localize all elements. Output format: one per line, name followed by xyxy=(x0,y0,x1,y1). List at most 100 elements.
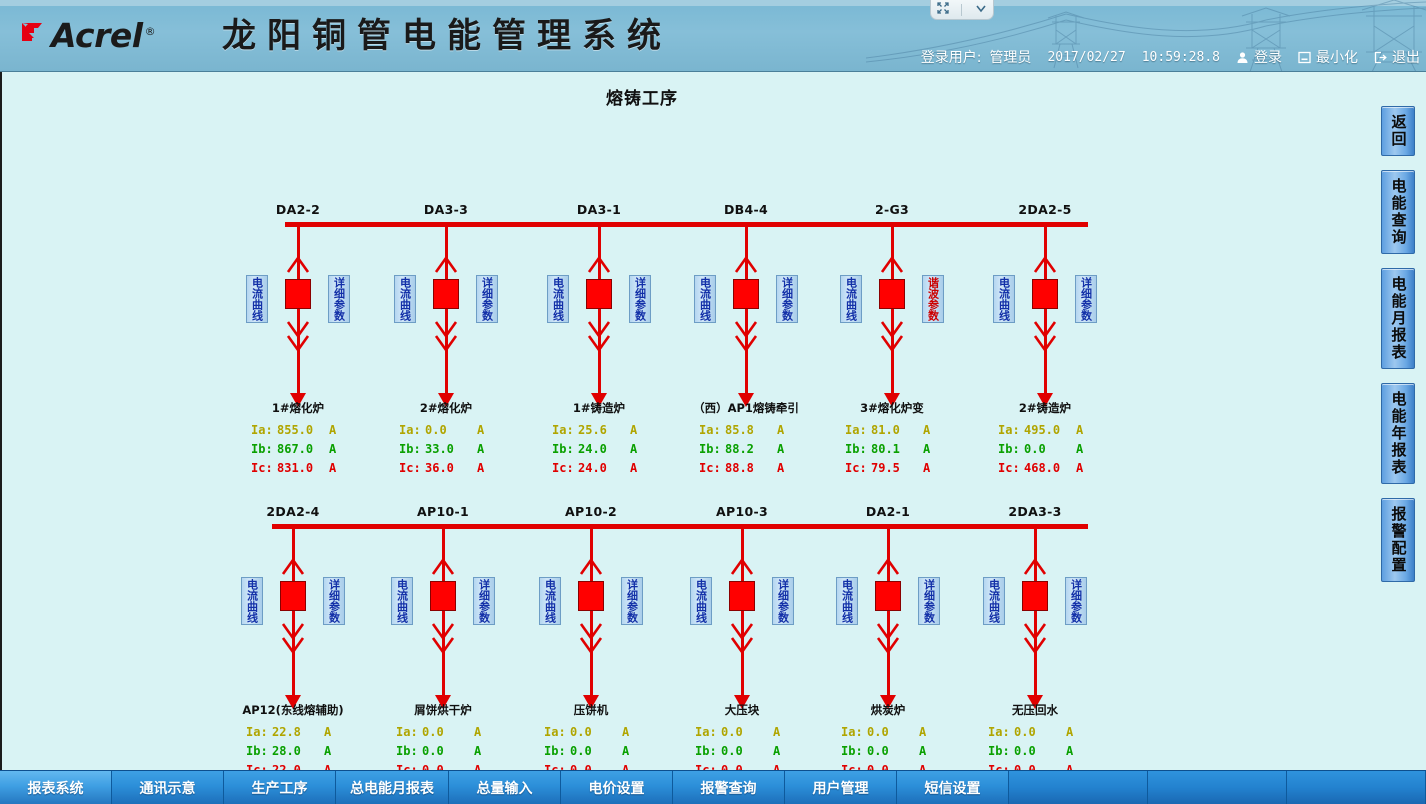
phase-c-value: 468.0 xyxy=(1024,461,1061,475)
tab-6[interactable]: 报警查询 xyxy=(673,771,785,804)
phase-a-label: Ia: xyxy=(552,423,574,437)
sidebar-button-energy-monthly-report[interactable]: 电能月报表 xyxy=(1381,268,1415,369)
phase-b-reading: Ib: 0.0 A xyxy=(506,742,676,761)
feeder-chevron-down-icon xyxy=(587,335,611,353)
current-curve-button[interactable]: 电流曲线 xyxy=(241,577,263,625)
exit-button[interactable]: 退出 xyxy=(1374,47,1420,67)
fullscreen-icon[interactable] xyxy=(937,1,949,19)
tab-label: 总电能月报表 xyxy=(350,780,434,797)
detail-params-button[interactable]: 详细参数 xyxy=(473,577,495,625)
circuit-breaker[interactable] xyxy=(879,279,905,309)
phase-a-value: 85.8 xyxy=(725,423,754,437)
phase-a-reading: Ia: 0.0 A xyxy=(361,421,531,440)
circuit-breaker[interactable] xyxy=(280,581,306,611)
phase-a-value: 81.0 xyxy=(871,423,900,437)
circuit-breaker[interactable] xyxy=(1032,279,1058,309)
detail-params-button[interactable]: 详细参数 xyxy=(1075,275,1097,323)
feeder-arrowhead-icon xyxy=(1037,393,1053,407)
sidebar-button-back[interactable]: 返回 xyxy=(1381,106,1415,156)
minimize-button[interactable]: 最小化 xyxy=(1298,47,1358,67)
phase-b-unit: A xyxy=(474,744,482,758)
login-button[interactable]: 登录 xyxy=(1236,47,1282,67)
feeder-conductor xyxy=(442,527,445,697)
busbar-label: DA2-1 xyxy=(865,504,911,519)
tab-4[interactable]: 总量输入 xyxy=(449,771,561,804)
bottom-tab-bar: 报表系统 通讯示意 生产工序 总电能月报表 总量输入 电价设置 报警查询 用户管理 短信设置 xyxy=(0,770,1426,804)
phase-a-label: Ia: xyxy=(988,725,1010,739)
detail-params-button[interactable]: 详细参数 xyxy=(918,577,940,625)
exit-icon xyxy=(1374,51,1387,64)
tab-filler xyxy=(1009,771,1148,804)
phase-c-value: 88.8 xyxy=(725,461,754,475)
app-header: Acrel ® 龙阳铜管电能管理系统 登录用户: xyxy=(0,0,1426,72)
phase-b-reading: Ib: 24.0 A xyxy=(514,440,684,459)
feeder-arrowhead-icon xyxy=(591,393,607,407)
current-curve-button[interactable]: 电流曲线 xyxy=(993,275,1015,323)
circuit-breaker[interactable] xyxy=(1022,581,1048,611)
phase-b-value: 0.0 xyxy=(867,744,889,758)
current-curve-button[interactable]: 电流曲线 xyxy=(983,577,1005,625)
detail-params-button[interactable]: 详细参数 xyxy=(629,275,651,323)
current-curve-button[interactable]: 电流曲线 xyxy=(394,275,416,323)
phase-a-unit: A xyxy=(477,423,485,437)
system-title: 龙阳铜管电能管理系统 xyxy=(222,16,672,56)
tab-0[interactable]: 报表系统 xyxy=(0,771,112,804)
phase-c-unit: A xyxy=(630,461,638,475)
circuit-breaker[interactable] xyxy=(586,279,612,309)
detail-params-button[interactable]: 详细参数 xyxy=(1065,577,1087,625)
sidebar-button-alarm-config[interactable]: 报警配置 xyxy=(1381,498,1415,582)
window-controls-widget[interactable] xyxy=(930,0,994,20)
detail-params-button[interactable]: 详细参数 xyxy=(772,577,794,625)
exit-button-label: 退出 xyxy=(1392,50,1420,66)
phase-a-unit: A xyxy=(1066,725,1074,739)
tab-5[interactable]: 电价设置 xyxy=(561,771,673,804)
circuit-breaker[interactable] xyxy=(733,279,759,309)
circuit-breaker[interactable] xyxy=(430,581,456,611)
sidebar-button-energy-yearly-report[interactable]: 电能年报表 xyxy=(1381,383,1415,484)
feeder-chevron-up-icon xyxy=(434,255,458,273)
detail-params-button[interactable]: 详细参数 xyxy=(776,275,798,323)
tab-filler xyxy=(1148,771,1287,804)
feeder-chevron-up-icon xyxy=(1033,255,1057,273)
chevron-down-icon[interactable] xyxy=(975,1,987,19)
detail-params-button[interactable]: 详细参数 xyxy=(476,275,498,323)
harmonic-params-button[interactable]: 谐波参数 xyxy=(922,275,944,323)
tab-7[interactable]: 用户管理 xyxy=(785,771,897,804)
circuit-breaker[interactable] xyxy=(729,581,755,611)
feeder-conductor xyxy=(292,527,295,697)
phase-b-reading: Ib: 88.2 A xyxy=(661,440,831,459)
circuit-breaker[interactable] xyxy=(433,279,459,309)
circuit-breaker[interactable] xyxy=(285,279,311,309)
current-curve-button[interactable]: 电流曲线 xyxy=(246,275,268,323)
phase-a-label: Ia: xyxy=(699,423,721,437)
phase-b-unit: A xyxy=(773,744,781,758)
tab-2[interactable]: 生产工序 xyxy=(224,771,336,804)
current-curve-button[interactable]: 电流曲线 xyxy=(547,275,569,323)
current-curve-button[interactable]: 电流曲线 xyxy=(840,275,862,323)
sidebar-button-energy-query[interactable]: 电能查询 xyxy=(1381,170,1415,254)
phase-a-value: 0.0 xyxy=(422,725,444,739)
circuit-breaker[interactable] xyxy=(875,581,901,611)
tab-1[interactable]: 通讯示意 xyxy=(112,771,224,804)
phase-c-value: 36.0 xyxy=(425,461,454,475)
current-curve-button[interactable]: 电流曲线 xyxy=(690,577,712,625)
current-curve-button[interactable]: 电流曲线 xyxy=(539,577,561,625)
phase-a-reading: Ia: 0.0 A xyxy=(950,723,1120,742)
meter-readout: （西）AP1熔铸牵引 Ia: 85.8 A Ib: 88.2 A Ic: 88.… xyxy=(661,400,831,478)
tab-8[interactable]: 短信设置 xyxy=(897,771,1009,804)
feeder-chevron-up-icon xyxy=(730,557,754,575)
current-curve-button[interactable]: 电流曲线 xyxy=(694,275,716,323)
detail-params-button[interactable]: 详细参数 xyxy=(323,577,345,625)
circuit-breaker[interactable] xyxy=(578,581,604,611)
phase-a-unit: A xyxy=(329,423,337,437)
current-curve-button[interactable]: 电流曲线 xyxy=(836,577,858,625)
feeder-chevron-down-icon xyxy=(286,321,310,339)
phase-b-value: 24.0 xyxy=(578,442,607,456)
phase-b-value: 867.0 xyxy=(277,442,314,456)
phase-a-value: 855.0 xyxy=(277,423,314,437)
detail-params-button[interactable]: 详细参数 xyxy=(621,577,643,625)
detail-params-button[interactable]: 详细参数 xyxy=(328,275,350,323)
current-curve-button[interactable]: 电流曲线 xyxy=(391,577,413,625)
tab-3[interactable]: 总电能月报表 xyxy=(336,771,449,804)
phase-a-label: Ia: xyxy=(246,725,268,739)
